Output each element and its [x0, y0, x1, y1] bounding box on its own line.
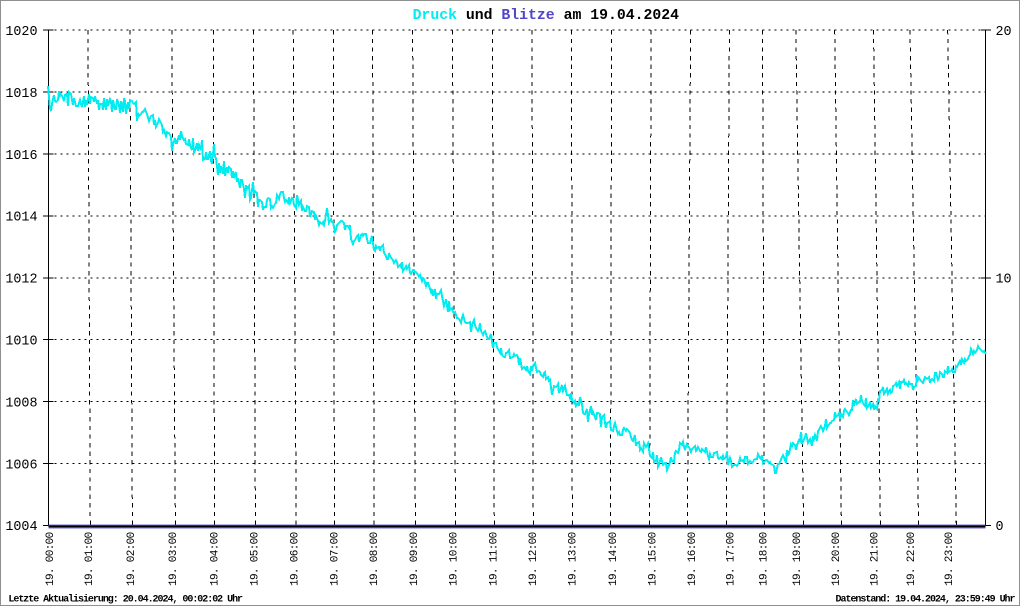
- svg-text:19. 07:00: 19. 07:00: [330, 532, 342, 586]
- svg-text:1020: 1020: [5, 25, 37, 40]
- svg-text:19. 15:00: 19. 15:00: [647, 532, 659, 586]
- svg-text:19. 18:00: 19. 18:00: [759, 532, 771, 586]
- svg-text:19. 04:00: 19. 04:00: [210, 532, 222, 586]
- svg-text:Datenstand: 19.04.2024, 23:59:: Datenstand: 19.04.2024, 23:59:49 Uhr: [836, 594, 1016, 606]
- svg-text:1010: 1010: [5, 335, 37, 350]
- svg-text:19. 03:00: 19. 03:00: [168, 532, 180, 586]
- svg-text:19. 05:00: 19. 05:00: [250, 532, 262, 586]
- svg-text:19. 09:00: 19. 09:00: [409, 532, 421, 586]
- svg-text:19. 14:00: 19. 14:00: [608, 532, 620, 586]
- svg-text:1016: 1016: [5, 149, 37, 164]
- svg-text:19. 19:00: 19. 19:00: [792, 532, 804, 586]
- svg-text:19. 00:00: 19. 00:00: [45, 532, 57, 586]
- svg-text:19. 12:00: 19. 12:00: [528, 532, 540, 586]
- svg-text:1012: 1012: [5, 273, 37, 288]
- svg-text:19. 10:00: 19. 10:00: [449, 532, 461, 586]
- svg-text:19. 11:00: 19. 11:00: [489, 532, 501, 586]
- svg-text:10: 10: [996, 273, 1012, 288]
- svg-text:1018: 1018: [5, 87, 37, 102]
- svg-text:1006: 1006: [5, 458, 37, 473]
- svg-text:19. 21:00: 19. 21:00: [870, 532, 882, 586]
- svg-text:0: 0: [996, 520, 1004, 535]
- svg-text:Druck und Blitze am 19.04.2024: Druck und Blitze am 19.04.2024: [413, 8, 680, 24]
- svg-text:19. 01:00: 19. 01:00: [84, 532, 96, 586]
- svg-text:19. 13:00: 19. 13:00: [568, 532, 580, 586]
- svg-text:19. 08:00: 19. 08:00: [369, 532, 381, 586]
- svg-text:1004: 1004: [5, 520, 37, 535]
- svg-text:19. 17:00: 19. 17:00: [726, 532, 738, 586]
- svg-text:Letzte Aktualisierung: 20.04.2: Letzte Aktualisierung: 20.04.2024, 00:02…: [8, 594, 243, 606]
- svg-text:19. 23:00: 19. 23:00: [944, 532, 956, 586]
- svg-text:19. 16:00: 19. 16:00: [687, 532, 699, 586]
- svg-text:19. 06:00: 19. 06:00: [289, 532, 301, 586]
- svg-text:1008: 1008: [5, 396, 37, 411]
- svg-text:20: 20: [996, 25, 1012, 40]
- svg-text:19. 20:00: 19. 20:00: [831, 532, 843, 586]
- svg-text:1014: 1014: [5, 211, 37, 226]
- svg-text:19. 02:00: 19. 02:00: [126, 532, 138, 586]
- svg-text:19. 22:00: 19. 22:00: [906, 532, 918, 586]
